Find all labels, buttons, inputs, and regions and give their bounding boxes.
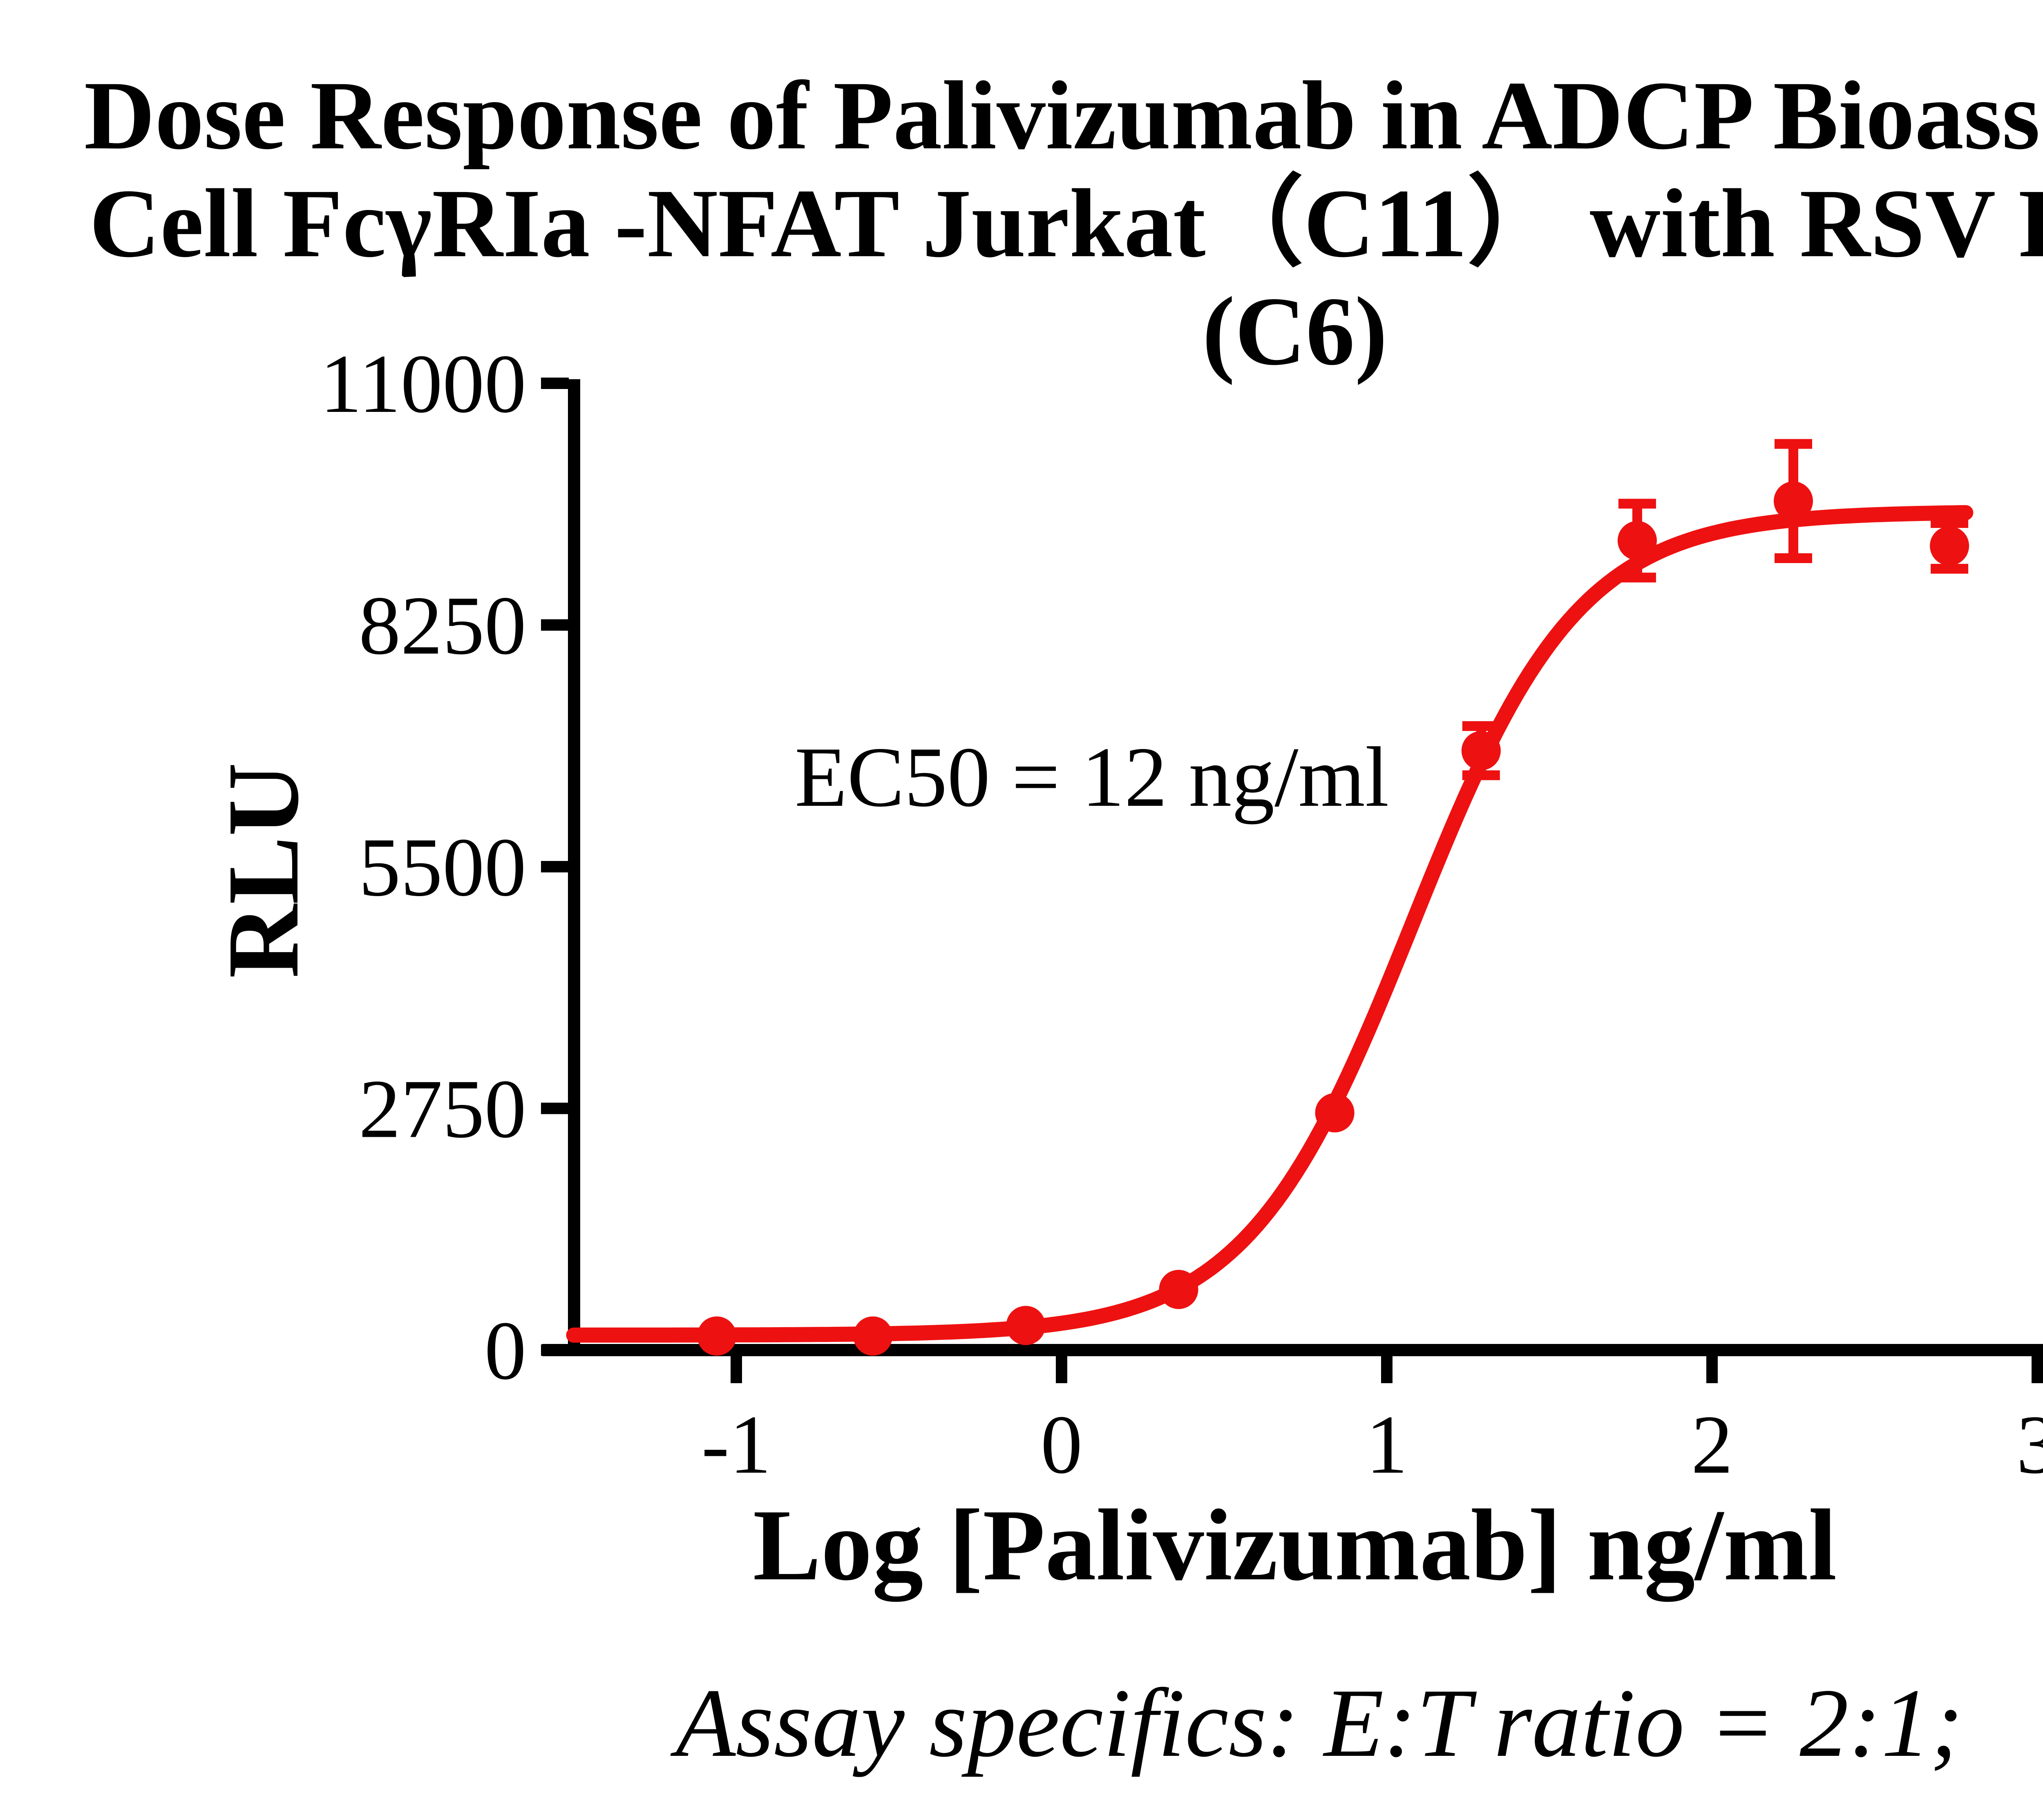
x-tick-label: 2 [1691, 1398, 1733, 1491]
y-tick-label: 5500 [359, 821, 526, 914]
y-tick-label: 11000 [320, 338, 526, 430]
data-point-marker [1315, 1093, 1355, 1133]
chart-title-line1: Dose Response of Palivizumab in ADCP Bio… [84, 61, 2043, 170]
data-point-marker [1159, 1270, 1198, 1309]
chart-title-line2: Cell FcγRIa -NFAT Jurkat（C11） with RSV P… [89, 169, 2043, 385]
x-axis-title: Log [Palivizumab] ng/ml [753, 1489, 1837, 1602]
data-point-marker [1774, 481, 1813, 521]
chart-title: Dose Response of Palivizumab in ADCP Bio… [0, 61, 2043, 385]
data-point-marker [1006, 1306, 1046, 1345]
x-tick-label: 0 [1041, 1398, 1083, 1491]
x-tick-label: 3 [2016, 1398, 2043, 1491]
ec50-annotation: EC50 = 12 ng/ml [795, 730, 1389, 825]
data-point-marker [1617, 521, 1657, 561]
assay-footnote: Assay specifics: E:T ratio = 2:1; [675, 1668, 1963, 1777]
data-point-marker [1930, 526, 1969, 566]
y-tick-label: 2750 [359, 1063, 526, 1156]
dose-response-curve [566, 505, 1974, 1343]
x-tick-label: 1 [1366, 1398, 1408, 1491]
x-tick-label: -1 [702, 1398, 771, 1491]
y-tick-label: 0 [485, 1304, 527, 1397]
data-point-marker [1461, 731, 1501, 771]
data-point-marker [697, 1316, 737, 1356]
data-point-marker [853, 1316, 893, 1356]
y-tick-label: 8250 [359, 579, 526, 672]
